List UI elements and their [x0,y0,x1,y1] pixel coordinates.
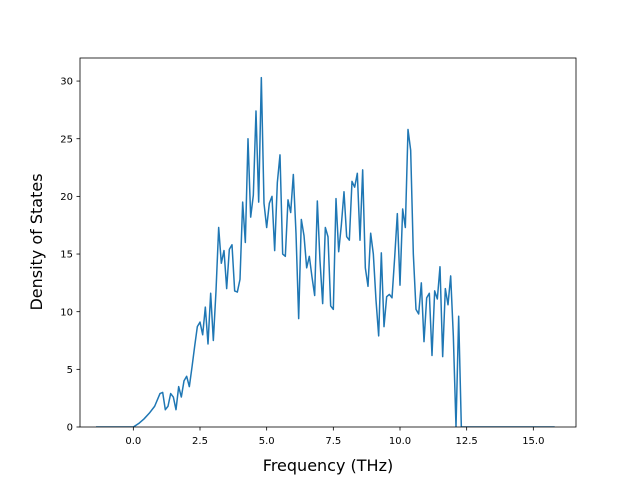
y-axis-label: Density of States [27,173,46,310]
y-tick-label: 0 [67,423,73,434]
y-tick-label: 10 [60,307,73,318]
x-tick-label: 2.5 [192,436,208,447]
x-axis-label: Frequency (THz) [263,456,393,475]
axes-layer: 0.0 2.5 5.0 7.5 10.0 12.5 15.0 0 5 10 15 20 25 30 [60,57,577,447]
axes-frame [79,57,577,428]
x-tick-label: 12.5 [456,436,478,447]
plot-layer [96,76,555,427]
y-tick-label: 20 [60,192,73,203]
y-tick-label: 5 [67,365,73,376]
y-tick-label: 15 [60,250,73,261]
x-tick-label: 7.5 [325,436,341,447]
x-tick-label: 0.0 [125,436,141,447]
x-tick-label: 5.0 [259,436,275,447]
y-tick-label: 30 [60,77,73,88]
x-tick-label: 10.0 [389,436,411,447]
dos-series-line [96,76,555,427]
y-tick-label: 25 [60,134,73,145]
x-tick-label: 15.0 [522,436,544,447]
